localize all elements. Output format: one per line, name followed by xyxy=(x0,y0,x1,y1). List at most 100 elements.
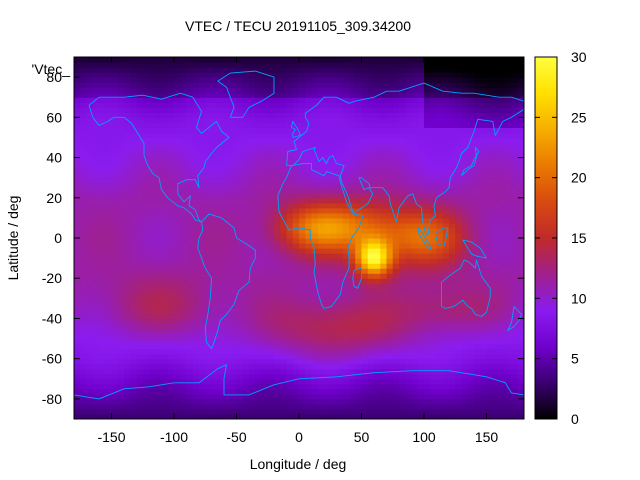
heatmap-cell xyxy=(449,278,456,284)
heatmap-cell xyxy=(261,137,269,144)
heatmap-cell xyxy=(355,177,363,184)
heatmap-cell xyxy=(492,112,500,118)
heatmap-cell xyxy=(249,127,256,134)
heatmap-cell xyxy=(205,408,213,415)
heatmap-cell xyxy=(367,77,375,83)
heatmap-cell xyxy=(436,403,444,410)
heatmap-cell xyxy=(211,157,219,164)
heatmap-cell xyxy=(142,278,150,284)
heatmap-cell xyxy=(192,92,200,98)
heatmap-cell xyxy=(236,348,244,355)
heatmap-cell xyxy=(161,232,169,239)
heatmap-cell xyxy=(299,202,306,209)
heatmap-cell xyxy=(361,92,369,98)
heatmap-cell xyxy=(261,353,269,360)
heatmap-cell xyxy=(149,152,156,159)
heatmap-cell xyxy=(367,268,375,274)
heatmap-cell xyxy=(299,162,306,169)
heatmap-cell xyxy=(499,358,506,365)
heatmap-cell xyxy=(86,328,94,335)
heatmap-cell xyxy=(486,333,494,340)
heatmap-cell xyxy=(186,263,194,269)
heatmap-cell xyxy=(74,207,81,214)
heatmap-cell xyxy=(174,232,181,239)
heatmap-cell xyxy=(180,92,188,98)
heatmap-cell xyxy=(305,343,313,350)
heatmap-cell xyxy=(230,288,238,294)
heatmap-cell xyxy=(217,253,225,259)
heatmap-cell xyxy=(136,202,144,209)
heatmap-cell xyxy=(249,328,256,335)
heatmap-cell xyxy=(230,363,238,370)
heatmap-cell xyxy=(324,238,331,244)
heatmap-cell xyxy=(111,343,119,350)
heatmap-cell xyxy=(455,157,463,164)
heatmap-cell xyxy=(124,363,131,370)
heatmap-cell xyxy=(224,398,231,405)
heatmap-cell xyxy=(267,127,275,134)
heatmap-cell xyxy=(224,298,231,304)
heatmap-cell xyxy=(374,393,381,400)
heatmap-cell xyxy=(405,187,413,194)
heatmap-cell xyxy=(136,373,144,380)
heatmap-cell xyxy=(136,348,144,355)
heatmap-cell xyxy=(155,378,163,385)
heatmap-cell xyxy=(486,62,494,68)
heatmap-cell xyxy=(299,313,306,320)
heatmap-cell xyxy=(149,217,156,224)
heatmap-cell xyxy=(267,147,275,154)
heatmap-cell xyxy=(274,82,281,88)
heatmap-cell xyxy=(117,258,125,264)
heatmap-cell xyxy=(449,298,456,304)
heatmap-cell xyxy=(280,373,288,380)
heatmap-cell xyxy=(80,283,88,289)
heatmap-cell xyxy=(367,227,375,234)
heatmap-cell xyxy=(217,363,225,370)
heatmap-cell xyxy=(292,293,300,299)
heatmap-cell xyxy=(342,82,350,88)
heatmap-cell xyxy=(80,232,88,239)
heatmap-cell xyxy=(224,383,231,390)
heatmap-cell xyxy=(167,288,175,294)
heatmap-cell xyxy=(355,197,363,204)
heatmap-cell xyxy=(261,187,269,194)
heatmap-cell xyxy=(467,97,475,103)
heatmap-cell xyxy=(180,77,188,83)
heatmap-cell xyxy=(105,363,113,370)
heatmap-cell xyxy=(86,273,94,279)
heatmap-cell xyxy=(167,162,175,169)
heatmap-cell xyxy=(467,207,475,214)
heatmap-cell xyxy=(424,122,431,128)
heatmap-cell xyxy=(242,373,250,380)
chart-title: VTEC / TECU 20191105_309.34200 xyxy=(185,18,411,34)
heatmap-cell xyxy=(311,137,319,144)
heatmap-cell xyxy=(461,152,469,159)
heatmap-cell xyxy=(105,273,113,279)
heatmap-cell xyxy=(505,278,513,284)
heatmap-cell xyxy=(230,57,238,63)
heatmap-cell xyxy=(424,258,431,264)
heatmap-cell xyxy=(224,82,231,88)
heatmap-cell xyxy=(211,177,219,184)
heatmap-cell xyxy=(174,107,181,113)
heatmap-cell xyxy=(124,378,131,385)
heatmap-cell xyxy=(355,127,363,134)
heatmap-cell xyxy=(430,338,438,345)
heatmap-cell xyxy=(411,217,419,224)
heatmap-cell xyxy=(211,187,219,194)
heatmap-cell xyxy=(274,207,281,214)
heatmap-cell xyxy=(80,227,88,234)
heatmap-cell xyxy=(367,202,375,209)
heatmap-cell xyxy=(449,232,456,239)
heatmap-cell xyxy=(236,122,244,128)
heatmap-cell xyxy=(405,348,413,355)
heatmap-cell xyxy=(261,313,269,320)
heatmap-cell xyxy=(436,323,444,330)
heatmap-cell xyxy=(74,152,81,159)
heatmap-cell xyxy=(99,253,106,259)
heatmap-cell xyxy=(74,363,81,370)
heatmap-cell xyxy=(461,363,469,370)
heatmap-cell xyxy=(217,373,225,380)
heatmap-cell xyxy=(174,413,181,419)
heatmap-cell xyxy=(342,112,350,118)
